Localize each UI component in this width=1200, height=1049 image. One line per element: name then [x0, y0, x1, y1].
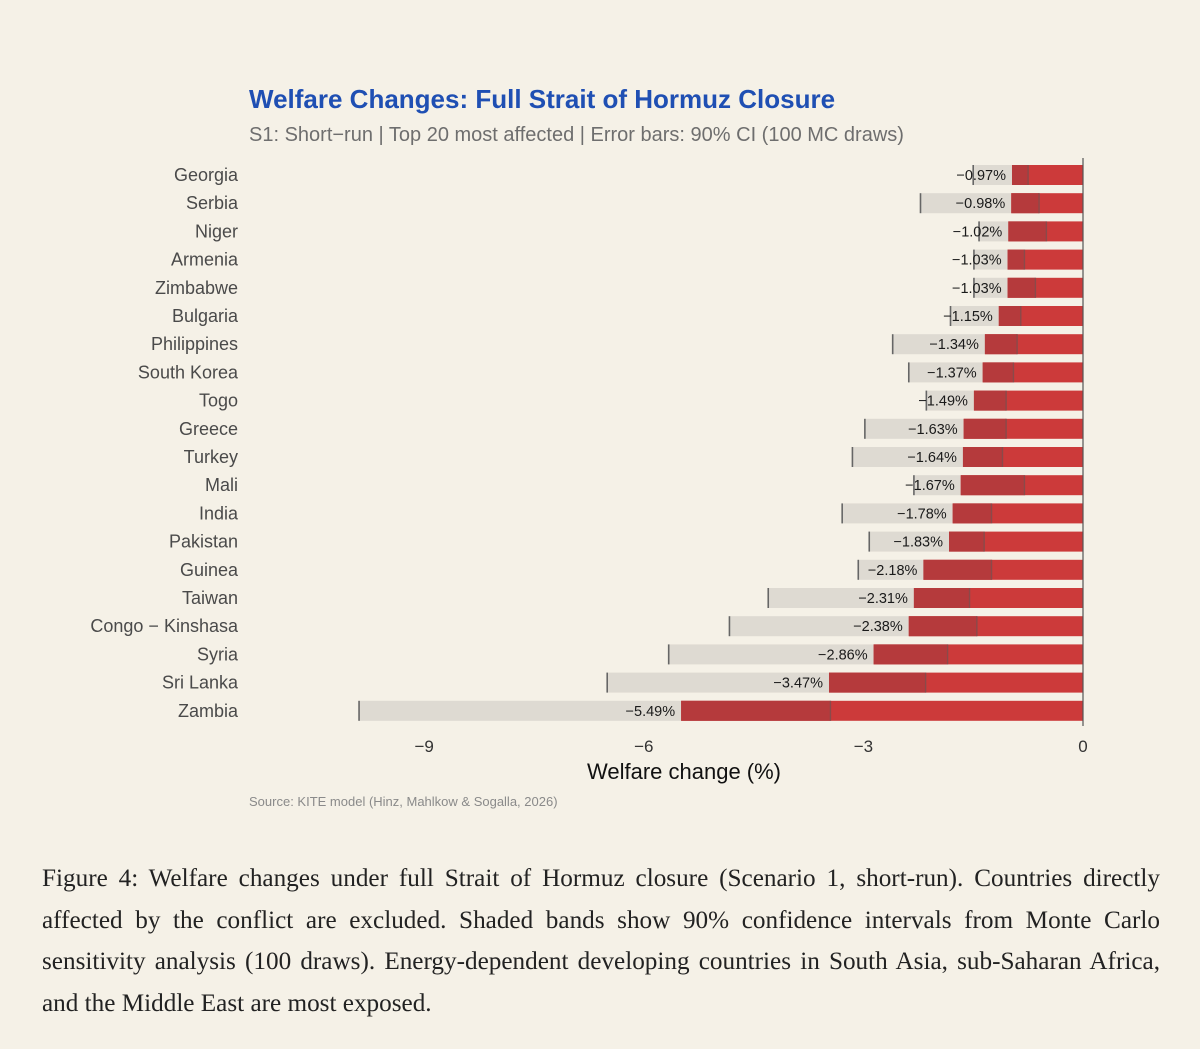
- bar: [1007, 249, 1083, 270]
- welfare-chart: Welfare Changes: Full Strait of Hormuz C…: [90, 84, 1088, 809]
- chart-subtitle: S1: Short−run | Top 20 most affected | E…: [249, 124, 904, 146]
- value-label: −1.83%: [893, 535, 943, 551]
- category-label: South Korea: [138, 362, 239, 382]
- value-label: −1.03%: [952, 281, 1002, 297]
- value-label: −1.34%: [929, 337, 979, 353]
- ci-overlap: [908, 616, 977, 637]
- source-note: Source: KITE model (Hinz, Mahlkow & Soga…: [249, 794, 558, 809]
- ci-overlap: [998, 306, 1021, 326]
- category-label: India: [199, 503, 239, 523]
- category-label: Niger: [195, 221, 238, 241]
- x-axis-label: Welfare change (%): [587, 759, 781, 784]
- category-label: Pakistan: [169, 532, 238, 552]
- category-label: Syria: [197, 644, 239, 664]
- bars-layer: Georgia −0.97% Serbia −0.98% Niger −1.02% Arme…: [90, 165, 1083, 721]
- category-label: Togo: [199, 391, 238, 411]
- ci-overlap: [1011, 193, 1040, 214]
- x-axis-ticks: −9 −6 −3 0: [415, 737, 1088, 756]
- ci-overlap: [963, 418, 1007, 439]
- value-label: −0.98%: [956, 196, 1006, 212]
- x-tick-label: −9: [415, 737, 434, 756]
- value-label: −1.49%: [918, 394, 968, 410]
- category-label: Congo − Kinshasa: [90, 616, 239, 636]
- value-label: −1.63%: [908, 422, 958, 438]
- ci-overlap: [923, 559, 992, 580]
- value-label: −2.38%: [853, 619, 903, 635]
- ci-overlap: [913, 588, 970, 608]
- ci-overlap: [828, 672, 926, 693]
- category-label: Philippines: [151, 334, 238, 354]
- ci-band: [920, 193, 1040, 214]
- ci-overlap: [982, 362, 1014, 383]
- figure-caption: Figure 4: Welfare changes under full Str…: [42, 865, 1160, 1017]
- value-label: −1.78%: [897, 506, 947, 522]
- category-label: Georgia: [174, 165, 239, 185]
- value-label: −1.64%: [907, 450, 957, 466]
- value-label: −2.86%: [818, 647, 868, 663]
- value-label: −1.15%: [943, 309, 993, 325]
- ci-overlap: [952, 503, 992, 524]
- ci-overlap: [949, 531, 985, 552]
- ci-overlap: [962, 447, 1003, 467]
- x-tick-label: −3: [854, 737, 873, 756]
- value-label: −1.02%: [953, 224, 1003, 240]
- category-label: Zambia: [178, 701, 239, 721]
- ci-overlap: [973, 390, 1007, 411]
- chart-title: Welfare Changes: Full Strait of Hormuz C…: [249, 84, 835, 114]
- category-label: Zimbabwe: [155, 278, 238, 298]
- value-label: −2.31%: [858, 591, 908, 607]
- ci-overlap: [873, 644, 948, 665]
- ci-overlap: [681, 700, 831, 721]
- ci-overlap: [1007, 277, 1036, 298]
- category-label: Taiwan: [182, 588, 238, 608]
- value-label: −2.18%: [868, 563, 918, 579]
- ci-overlap: [1008, 221, 1047, 242]
- category-label: Mali: [205, 475, 238, 495]
- ci-overlap: [1011, 165, 1029, 185]
- category-label: Greece: [179, 419, 238, 439]
- value-label: −1.67%: [905, 478, 955, 494]
- bar: [1011, 165, 1083, 185]
- value-label: −5.49%: [626, 704, 676, 720]
- category-label: Guinea: [180, 560, 239, 580]
- value-label: −3.47%: [773, 676, 823, 692]
- category-label: Turkey: [184, 447, 238, 467]
- value-label: −1.37%: [927, 365, 977, 381]
- x-tick-label: −6: [634, 737, 653, 756]
- ci-overlap: [1007, 249, 1025, 270]
- ci-overlap: [984, 334, 1018, 355]
- x-tick-label: 0: [1078, 737, 1087, 756]
- category-label: Sri Lanka: [162, 673, 239, 693]
- category-label: Serbia: [186, 193, 239, 213]
- category-label: Armenia: [171, 250, 239, 270]
- category-label: Bulgaria: [172, 306, 239, 326]
- value-label: −1.03%: [952, 253, 1002, 269]
- ci-overlap: [960, 475, 1025, 496]
- value-label: −0.97%: [956, 168, 1006, 184]
